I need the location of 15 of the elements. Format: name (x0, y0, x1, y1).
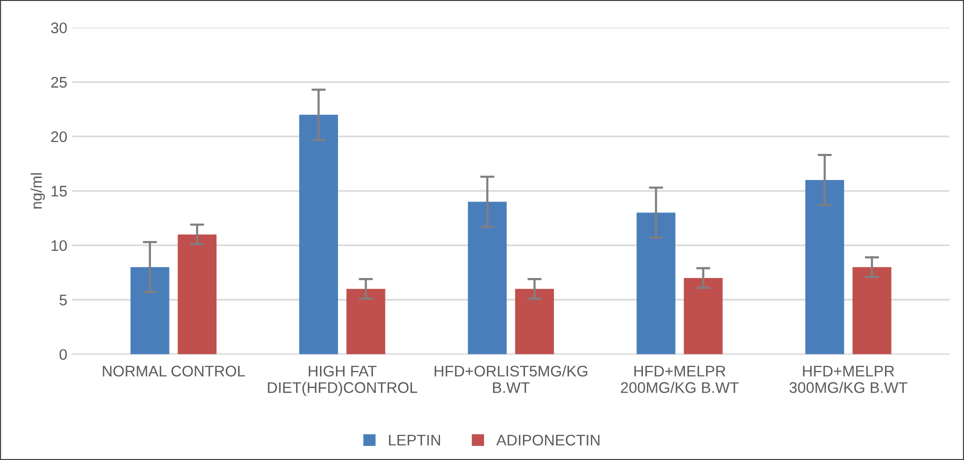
y-tick-label: 10 (52, 240, 67, 252)
legend-label: ADIPONECTIN (496, 434, 600, 446)
y-tick-label: 15 (52, 186, 67, 197)
x-tick-label: HIGH FAT DIET(HFD)CONTROL (268, 366, 418, 396)
y-axis-title: ng/ml (30, 173, 45, 209)
x-tick-label: HFD+MELPR 300MG/KG B.WT (789, 366, 908, 393)
x-tick-label: NORMAL CONTROL (102, 366, 245, 377)
x-tick-label: HFD+ORLIST5MG/KG B.WT (434, 365, 588, 393)
y-tick-label: 5 (60, 294, 67, 306)
x-tick-label: HFD+MELPR 200MG/KG B.WT (620, 366, 739, 393)
y-tick-label: 20 (51, 131, 67, 142)
y-tick-label: 25 (51, 76, 67, 88)
y-tick-label: 0 (60, 349, 67, 360)
y-tick-label: 30 (51, 22, 67, 34)
legend-label: LEPTIN (389, 434, 440, 446)
